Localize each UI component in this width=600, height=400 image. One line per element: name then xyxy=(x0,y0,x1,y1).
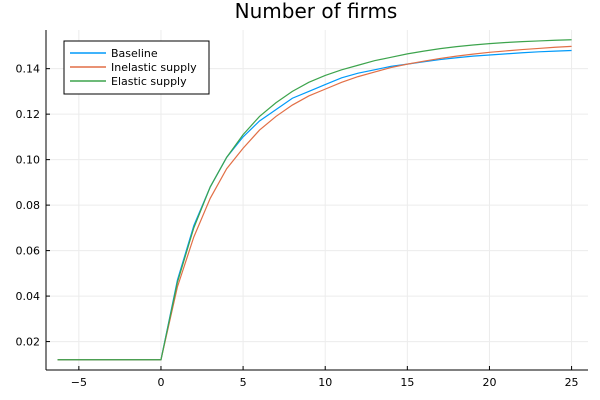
legend-label: Baseline xyxy=(111,47,158,60)
series-line-2 xyxy=(57,39,572,361)
series-line-1 xyxy=(57,45,572,361)
y-tick-label: 0.12 xyxy=(16,108,41,121)
axes xyxy=(45,30,588,371)
x-tick-label: 5 xyxy=(240,376,247,389)
x-tick-label: −5 xyxy=(71,376,87,389)
y-tick-label: 0.10 xyxy=(16,154,41,167)
legend-label: Elastic supply xyxy=(111,75,187,88)
y-tick-label: 0.04 xyxy=(16,290,41,303)
legend-label: Inelastic supply xyxy=(111,61,197,74)
x-tick-label: 15 xyxy=(400,376,414,389)
tick-labels: −5 0 5 10 15 20 25 0.02 0.04 0.06 0.08 0.10 0.12 0.14 xyxy=(16,63,579,389)
x-tick-label: 20 xyxy=(482,376,496,389)
y-tick-label: 0.08 xyxy=(16,199,41,212)
grid xyxy=(46,30,588,370)
x-tick-label: 0 xyxy=(157,376,164,389)
y-tick-label: 0.06 xyxy=(16,245,41,258)
x-tick-label: 25 xyxy=(565,376,579,389)
chart-title: Number of firms xyxy=(235,0,398,23)
series-lines xyxy=(57,39,572,361)
y-tick-label: 0.02 xyxy=(16,336,41,349)
y-tick-label: 0.14 xyxy=(16,63,41,76)
x-tick-label: 10 xyxy=(318,376,332,389)
